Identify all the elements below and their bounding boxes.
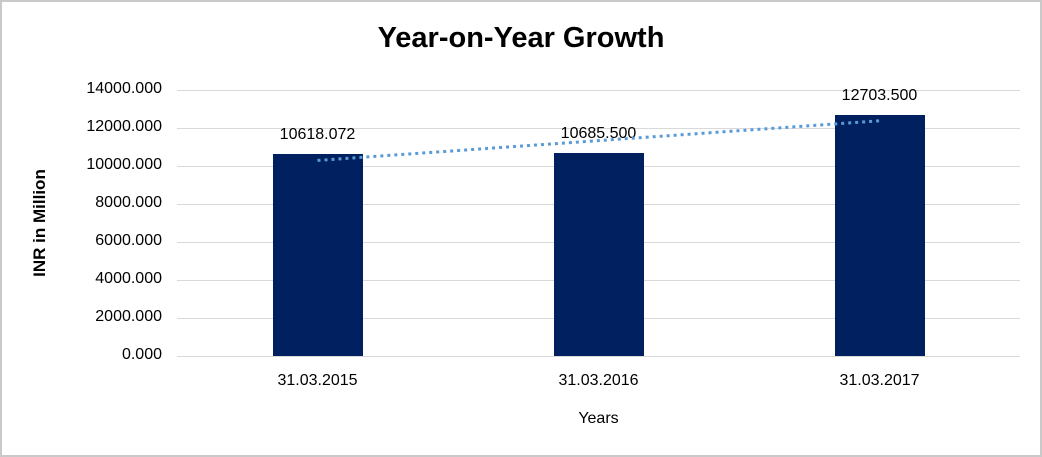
y-tick-label: 0.000 [121,346,162,363]
y-tick-label: 8000.000 [95,194,162,211]
y-tick-label: 6000.000 [95,232,162,249]
y-tick-label: 2000.000 [95,308,162,325]
y-tick-label: 4000.000 [95,270,162,287]
y-tick-label: 14000.000 [86,80,162,97]
x-tick-label: 31.03.2016 [558,372,639,389]
bar [834,114,925,356]
bar-value-label: 10685.500 [560,124,637,142]
y-axis-title: INR in Million [30,169,49,277]
chart-title: Year-on-Year Growth [377,22,665,54]
bar-value-label: 10618.072 [279,126,356,144]
gridline [177,355,1020,357]
y-tick-label: 12000.000 [86,118,162,135]
x-tick-label: 31.03.2015 [277,372,358,389]
x-tick-label: 31.03.2017 [839,372,920,389]
plot-area: 10618.072 10685.500 12703.500 [177,86,1020,357]
bar [272,154,363,356]
bar-value-label: 12703.500 [841,86,918,104]
y-tick-label: 10000.000 [86,156,162,173]
bar [553,152,644,356]
x-axis-title: Years [578,410,619,427]
gridline [177,127,1020,129]
gridline [177,89,1020,91]
trendline [317,119,880,162]
